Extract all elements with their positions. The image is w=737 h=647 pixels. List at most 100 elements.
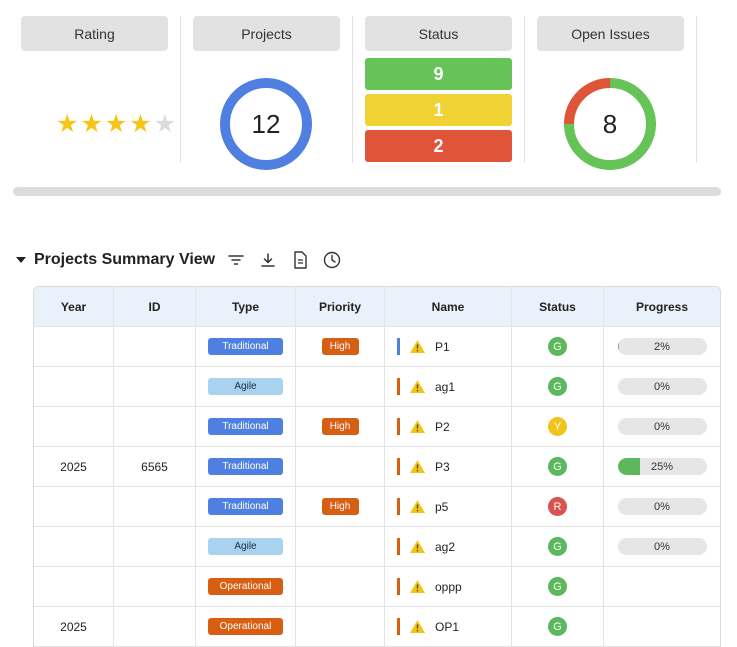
filter-icon[interactable]	[225, 249, 247, 271]
type-pill: Agile	[208, 378, 283, 395]
warning-icon	[410, 460, 425, 473]
header-year[interactable]: Year	[34, 287, 114, 326]
warning-icon	[410, 500, 425, 513]
table-row[interactable]: Traditional High P1 G 2%	[34, 327, 720, 367]
star-icon: ★	[129, 110, 152, 138]
project-name[interactable]: ag1	[435, 379, 456, 394]
star-icon: ★	[80, 110, 103, 138]
type-pill: Operational	[208, 618, 283, 635]
table-row[interactable]: 2025 Operational OP1 G	[34, 607, 720, 647]
warning-icon	[410, 620, 425, 633]
id-cell	[114, 367, 196, 406]
document-icon[interactable]	[289, 249, 311, 271]
priority-cell	[296, 527, 385, 566]
name-cell[interactable]: P3	[385, 447, 512, 486]
section-title: Projects Summary View	[34, 251, 216, 268]
flag-marker	[397, 458, 400, 475]
table-row[interactable]: Agile ag1 G 0%	[34, 367, 720, 407]
header-status[interactable]: Status	[512, 287, 604, 326]
clock-icon[interactable]	[321, 249, 343, 271]
project-name[interactable]: P2	[435, 419, 450, 434]
star-icon: ★	[153, 110, 177, 138]
progress-text: 0%	[654, 540, 670, 553]
status-green-count[interactable]: 9	[365, 58, 512, 90]
project-name[interactable]: ag2	[435, 539, 456, 554]
table-row[interactable]: Agile ag2 G 0%	[34, 527, 720, 567]
projects-title: Projects	[193, 16, 340, 51]
id-cell	[114, 567, 196, 606]
type-pill: Traditional	[208, 458, 283, 475]
progress-fill	[617, 338, 620, 355]
status-cell: Y	[512, 407, 604, 446]
status-red-count[interactable]: 2	[365, 130, 512, 162]
name-cell[interactable]: OP1	[385, 607, 512, 646]
table-row[interactable]: Traditional High P2 Y 0%	[34, 407, 720, 447]
table-row[interactable]: 2025 6565 Traditional P3 G 25%	[34, 447, 720, 487]
table-row[interactable]: Traditional High p5 R 0%	[34, 487, 720, 527]
status-dot: G	[548, 577, 567, 596]
progress-text: 0%	[654, 420, 670, 433]
flag-marker	[397, 498, 400, 515]
collapse-caret-icon[interactable]	[16, 257, 26, 263]
project-name[interactable]: OP1	[435, 619, 460, 634]
project-name[interactable]: P3	[435, 459, 450, 474]
open-issues-donut	[564, 78, 656, 170]
project-name[interactable]: P1	[435, 339, 450, 354]
warning-icon	[410, 380, 425, 393]
header-name[interactable]: Name	[385, 287, 512, 326]
header-progress[interactable]: Progress	[635, 299, 689, 314]
name-cell[interactable]: ag1	[385, 367, 512, 406]
status-card: Status 9 1 2	[365, 16, 512, 163]
warning-icon	[410, 580, 425, 593]
year-cell	[34, 527, 114, 566]
status-dot: Y	[548, 417, 567, 436]
flag-marker	[397, 538, 400, 555]
year-cell: 2025	[34, 607, 114, 646]
name-cell[interactable]: oppp	[385, 567, 512, 606]
status-yellow-count[interactable]: 1	[365, 94, 512, 126]
status-cell: G	[512, 367, 604, 406]
priority-cell	[296, 607, 385, 646]
type-pill: Agile	[208, 538, 283, 555]
type-cell: Operational	[196, 567, 296, 606]
flag-marker	[397, 618, 400, 635]
progress-cell: 0%	[604, 407, 720, 446]
priority-cell	[296, 447, 385, 486]
rating-card: Rating ★ ★ ★ ★ ★	[21, 16, 176, 137]
open-issues-card: Open Issues 8	[537, 16, 684, 170]
name-cell[interactable]: P1	[385, 327, 512, 366]
status-title: Status	[365, 16, 512, 51]
open-issues-count: 8	[602, 108, 618, 139]
name-cell[interactable]: ag2	[385, 527, 512, 566]
star-icon: ★	[56, 110, 79, 138]
progress-bar: 2%	[617, 338, 707, 355]
year-cell	[34, 487, 114, 526]
warning-icon	[410, 340, 425, 353]
header-priority[interactable]: Priority	[296, 287, 385, 326]
name-cell[interactable]: P2	[385, 407, 512, 446]
progress-text: 25%	[650, 460, 674, 473]
progress-bar: 0%	[617, 418, 707, 435]
name-cell[interactable]: p5	[385, 487, 512, 526]
priority-pill: High	[321, 418, 359, 435]
id-cell: 6565	[114, 447, 196, 486]
year-cell	[34, 407, 114, 446]
status-cell: G	[512, 607, 604, 646]
id-cell	[114, 527, 196, 566]
year-cell	[34, 567, 114, 606]
status-cell: G	[512, 567, 604, 606]
id-cell	[114, 407, 196, 446]
progress-cell: 0%	[604, 367, 720, 406]
header-id[interactable]: ID	[114, 287, 196, 326]
status-dot: G	[548, 617, 567, 636]
project-name[interactable]: p5	[435, 499, 449, 514]
project-name[interactable]: oppp	[435, 579, 462, 594]
header-type[interactable]: Type	[196, 287, 296, 326]
horizontal-scrollbar[interactable]	[13, 187, 721, 196]
download-icon[interactable]	[257, 249, 279, 271]
type-cell: Traditional	[196, 407, 296, 446]
progress-cell	[604, 567, 720, 606]
divider	[180, 16, 181, 163]
table-row[interactable]: Operational oppp G	[34, 567, 720, 607]
type-pill: Operational	[208, 578, 283, 595]
